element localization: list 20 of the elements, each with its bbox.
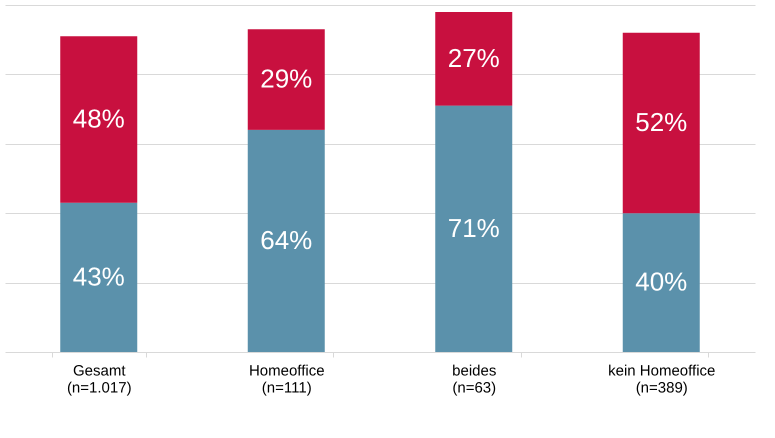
bar <box>248 29 325 130</box>
bar <box>60 36 138 203</box>
bar <box>435 12 512 106</box>
data-label: 48% <box>72 104 125 134</box>
data-label: 29% <box>260 64 312 94</box>
data-label: 52% <box>635 106 688 137</box>
x-tick-label: kein Homeoffice (n=389) <box>608 362 716 396</box>
bar <box>622 32 700 214</box>
x-tick-label: Homeoffice (n=111) <box>248 362 325 396</box>
bar <box>435 106 512 352</box>
data-label: 27% <box>448 42 500 73</box>
bar <box>622 213 700 352</box>
x-tick-label: beides (n=63) <box>452 362 496 396</box>
data-label: 40% <box>635 266 688 297</box>
bar <box>248 130 325 352</box>
bar <box>60 202 138 352</box>
data-label: 43% <box>72 261 125 292</box>
x-tick-label: Gesamt (n=1.017) <box>66 362 132 396</box>
data-label: 71% <box>448 212 500 243</box>
data-label: 64% <box>260 224 312 255</box>
